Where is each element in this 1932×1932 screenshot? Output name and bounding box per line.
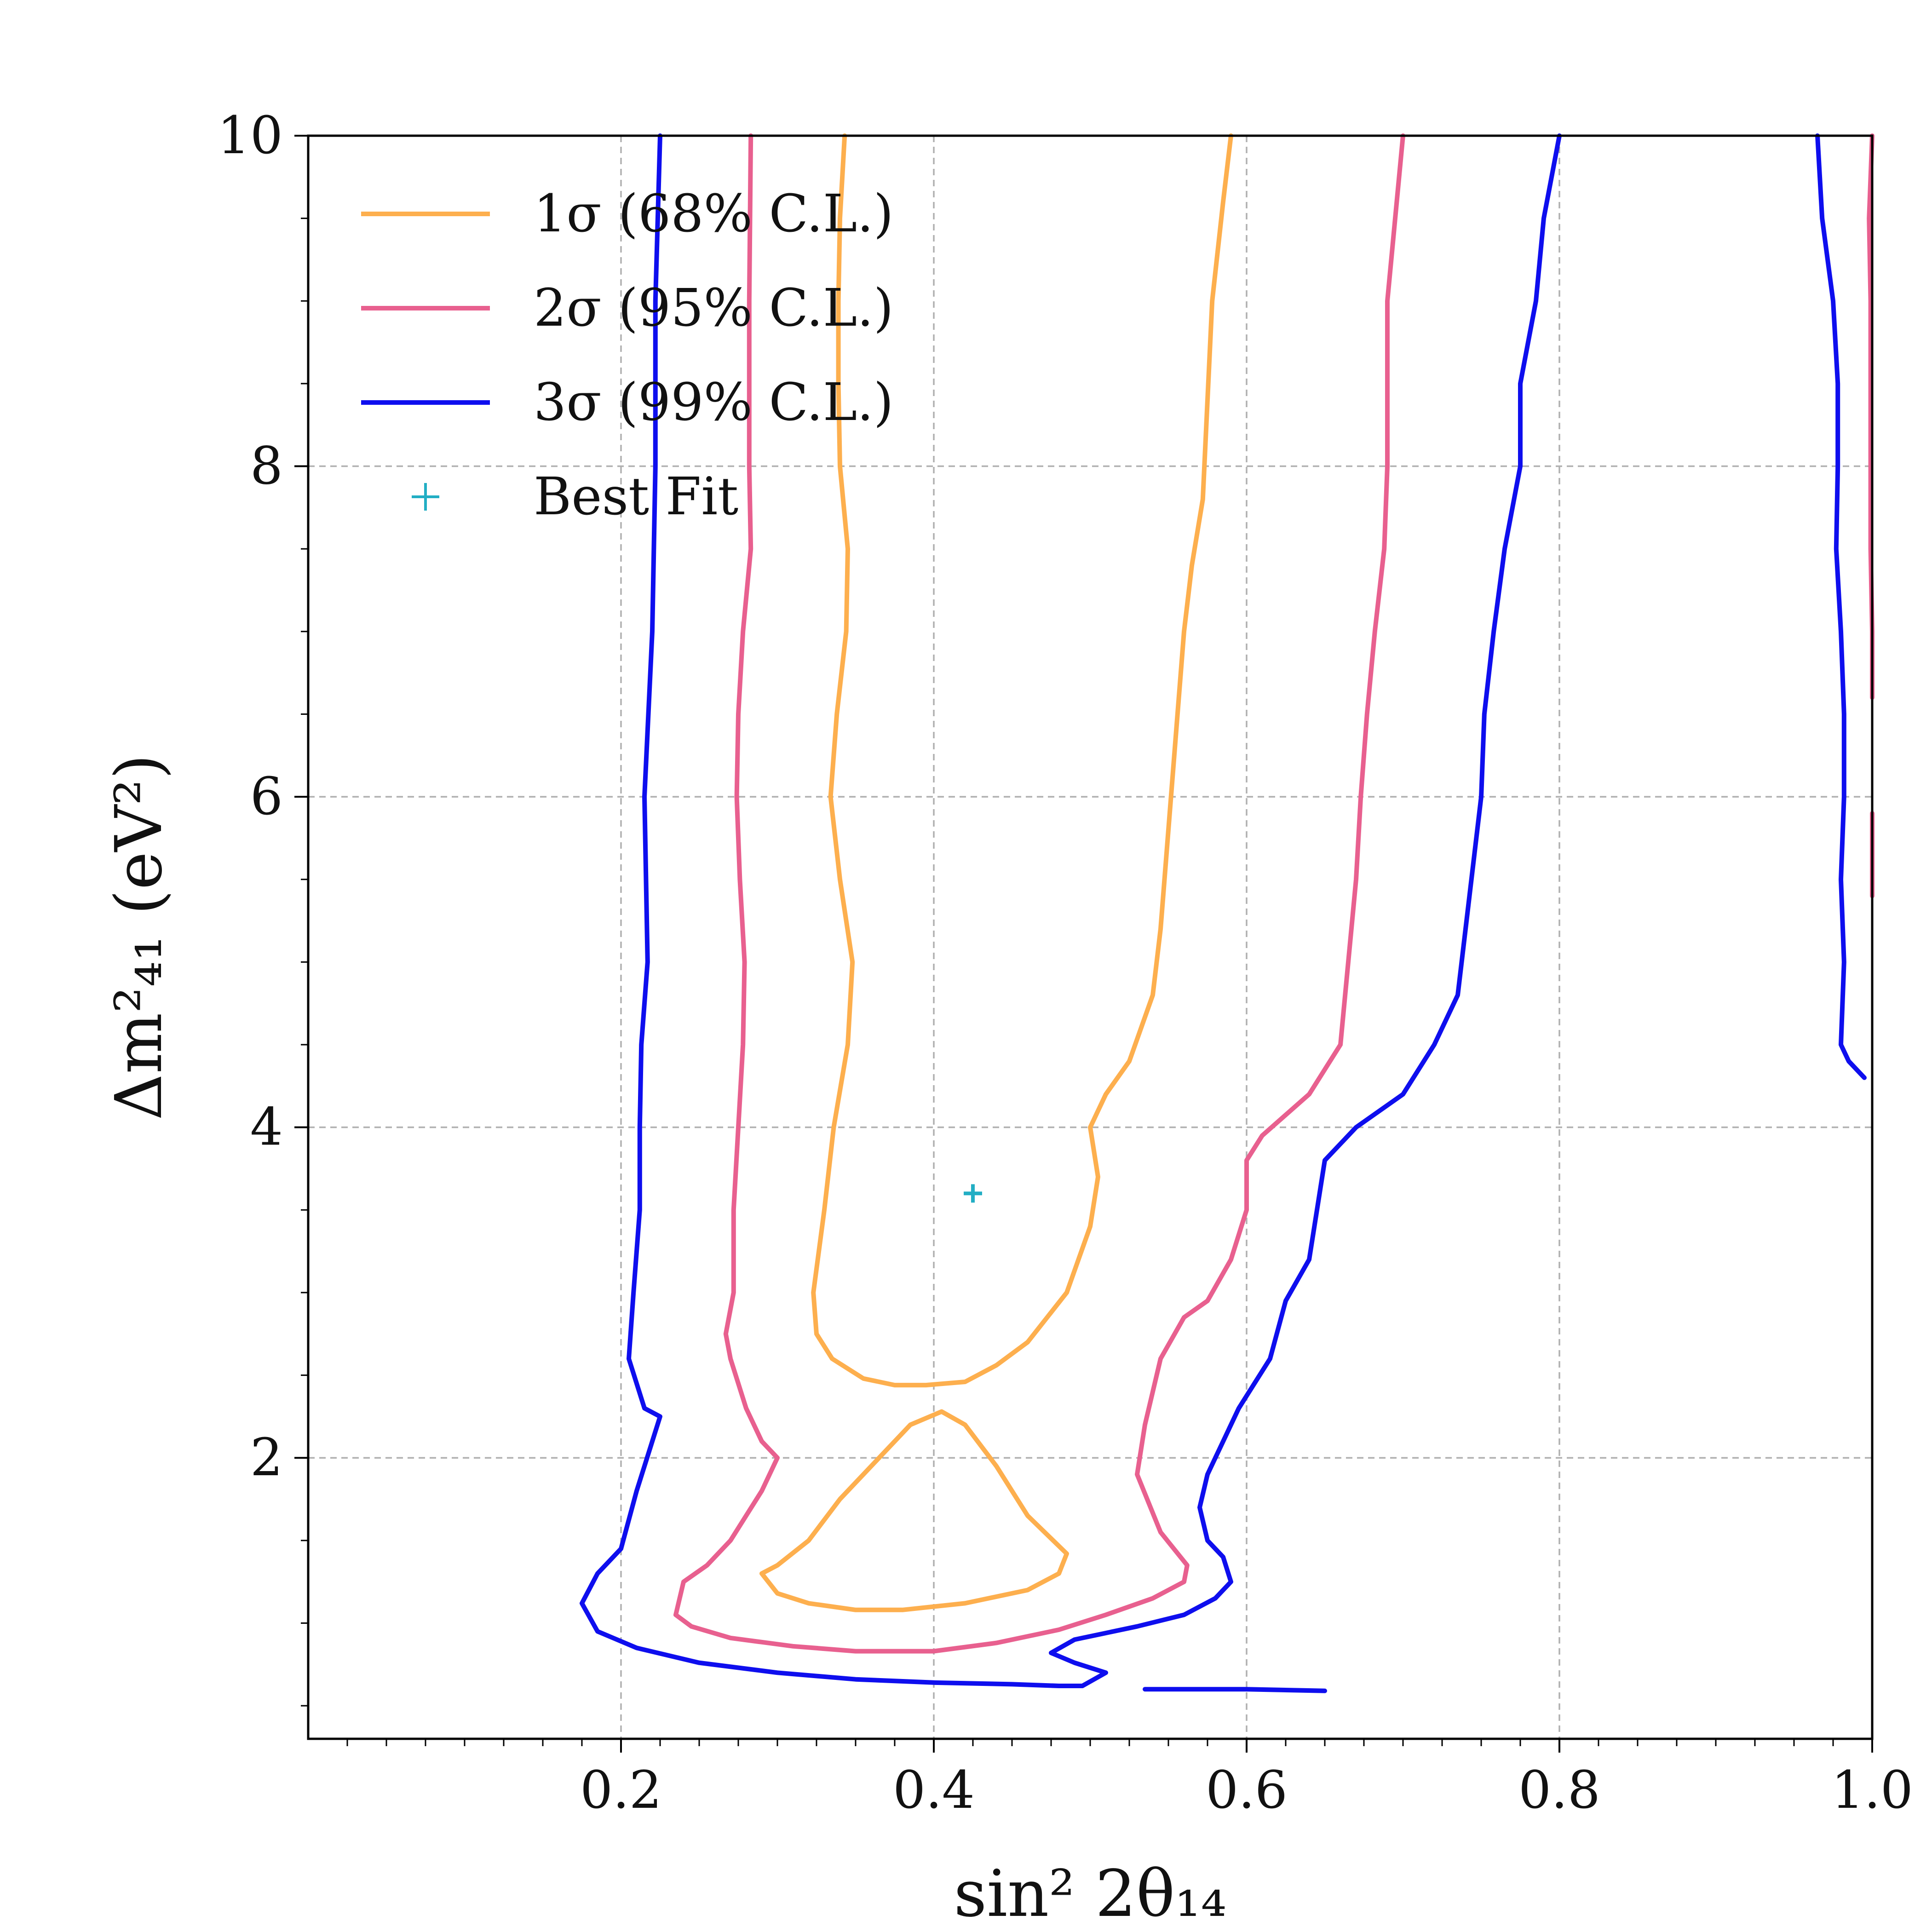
contour-line bbox=[811, 133, 1233, 1388]
x-tick-label: 0.4 bbox=[893, 1760, 975, 1820]
x-tick-label: 0.6 bbox=[1206, 1760, 1288, 1820]
contour-line bbox=[1815, 133, 1867, 1080]
x-tick-label: 0.2 bbox=[580, 1760, 662, 1820]
legend-label-3: 3σ (99% C.L.) bbox=[534, 373, 894, 432]
contour-line bbox=[759, 1409, 1069, 1612]
y-tick-label: 10 bbox=[217, 106, 283, 166]
legend-label-1: 1σ (68% C.L.) bbox=[534, 184, 894, 244]
legend-label-2: 2σ (95% C.L.) bbox=[534, 278, 894, 338]
contour-series-1 bbox=[759, 133, 1233, 1612]
y-tick-label: 4 bbox=[250, 1098, 283, 1157]
best-fit-marker bbox=[964, 1184, 982, 1203]
y-tick-label: 8 bbox=[250, 437, 283, 496]
contour-lines bbox=[580, 133, 1874, 1693]
contour-line bbox=[1143, 1687, 1327, 1693]
legend: 1σ (68% C.L.) 2σ (95% C.L.) 3σ (99% C.L.) B… bbox=[361, 184, 894, 527]
y-tick-label: 6 bbox=[250, 767, 283, 827]
legend-label-best-fit: Best Fit bbox=[534, 467, 738, 527]
x-tick-label: 0.8 bbox=[1518, 1760, 1600, 1820]
contour-series-3 bbox=[580, 133, 1867, 1693]
contour-line bbox=[673, 133, 1405, 1654]
y-tick-label: 2 bbox=[250, 1428, 283, 1488]
y-axis-label: Δm²₄₁ (eV²) bbox=[102, 754, 177, 1120]
x-tick-label: 1.0 bbox=[1831, 1760, 1913, 1820]
contour-line bbox=[580, 133, 1562, 1688]
x-axis-label: sin² 2θ₁₄ bbox=[954, 1857, 1226, 1932]
axis-ticks: 0.2 0.4 0.6 0.8 1.0 2 4 6 8 10 bbox=[217, 106, 1913, 1820]
